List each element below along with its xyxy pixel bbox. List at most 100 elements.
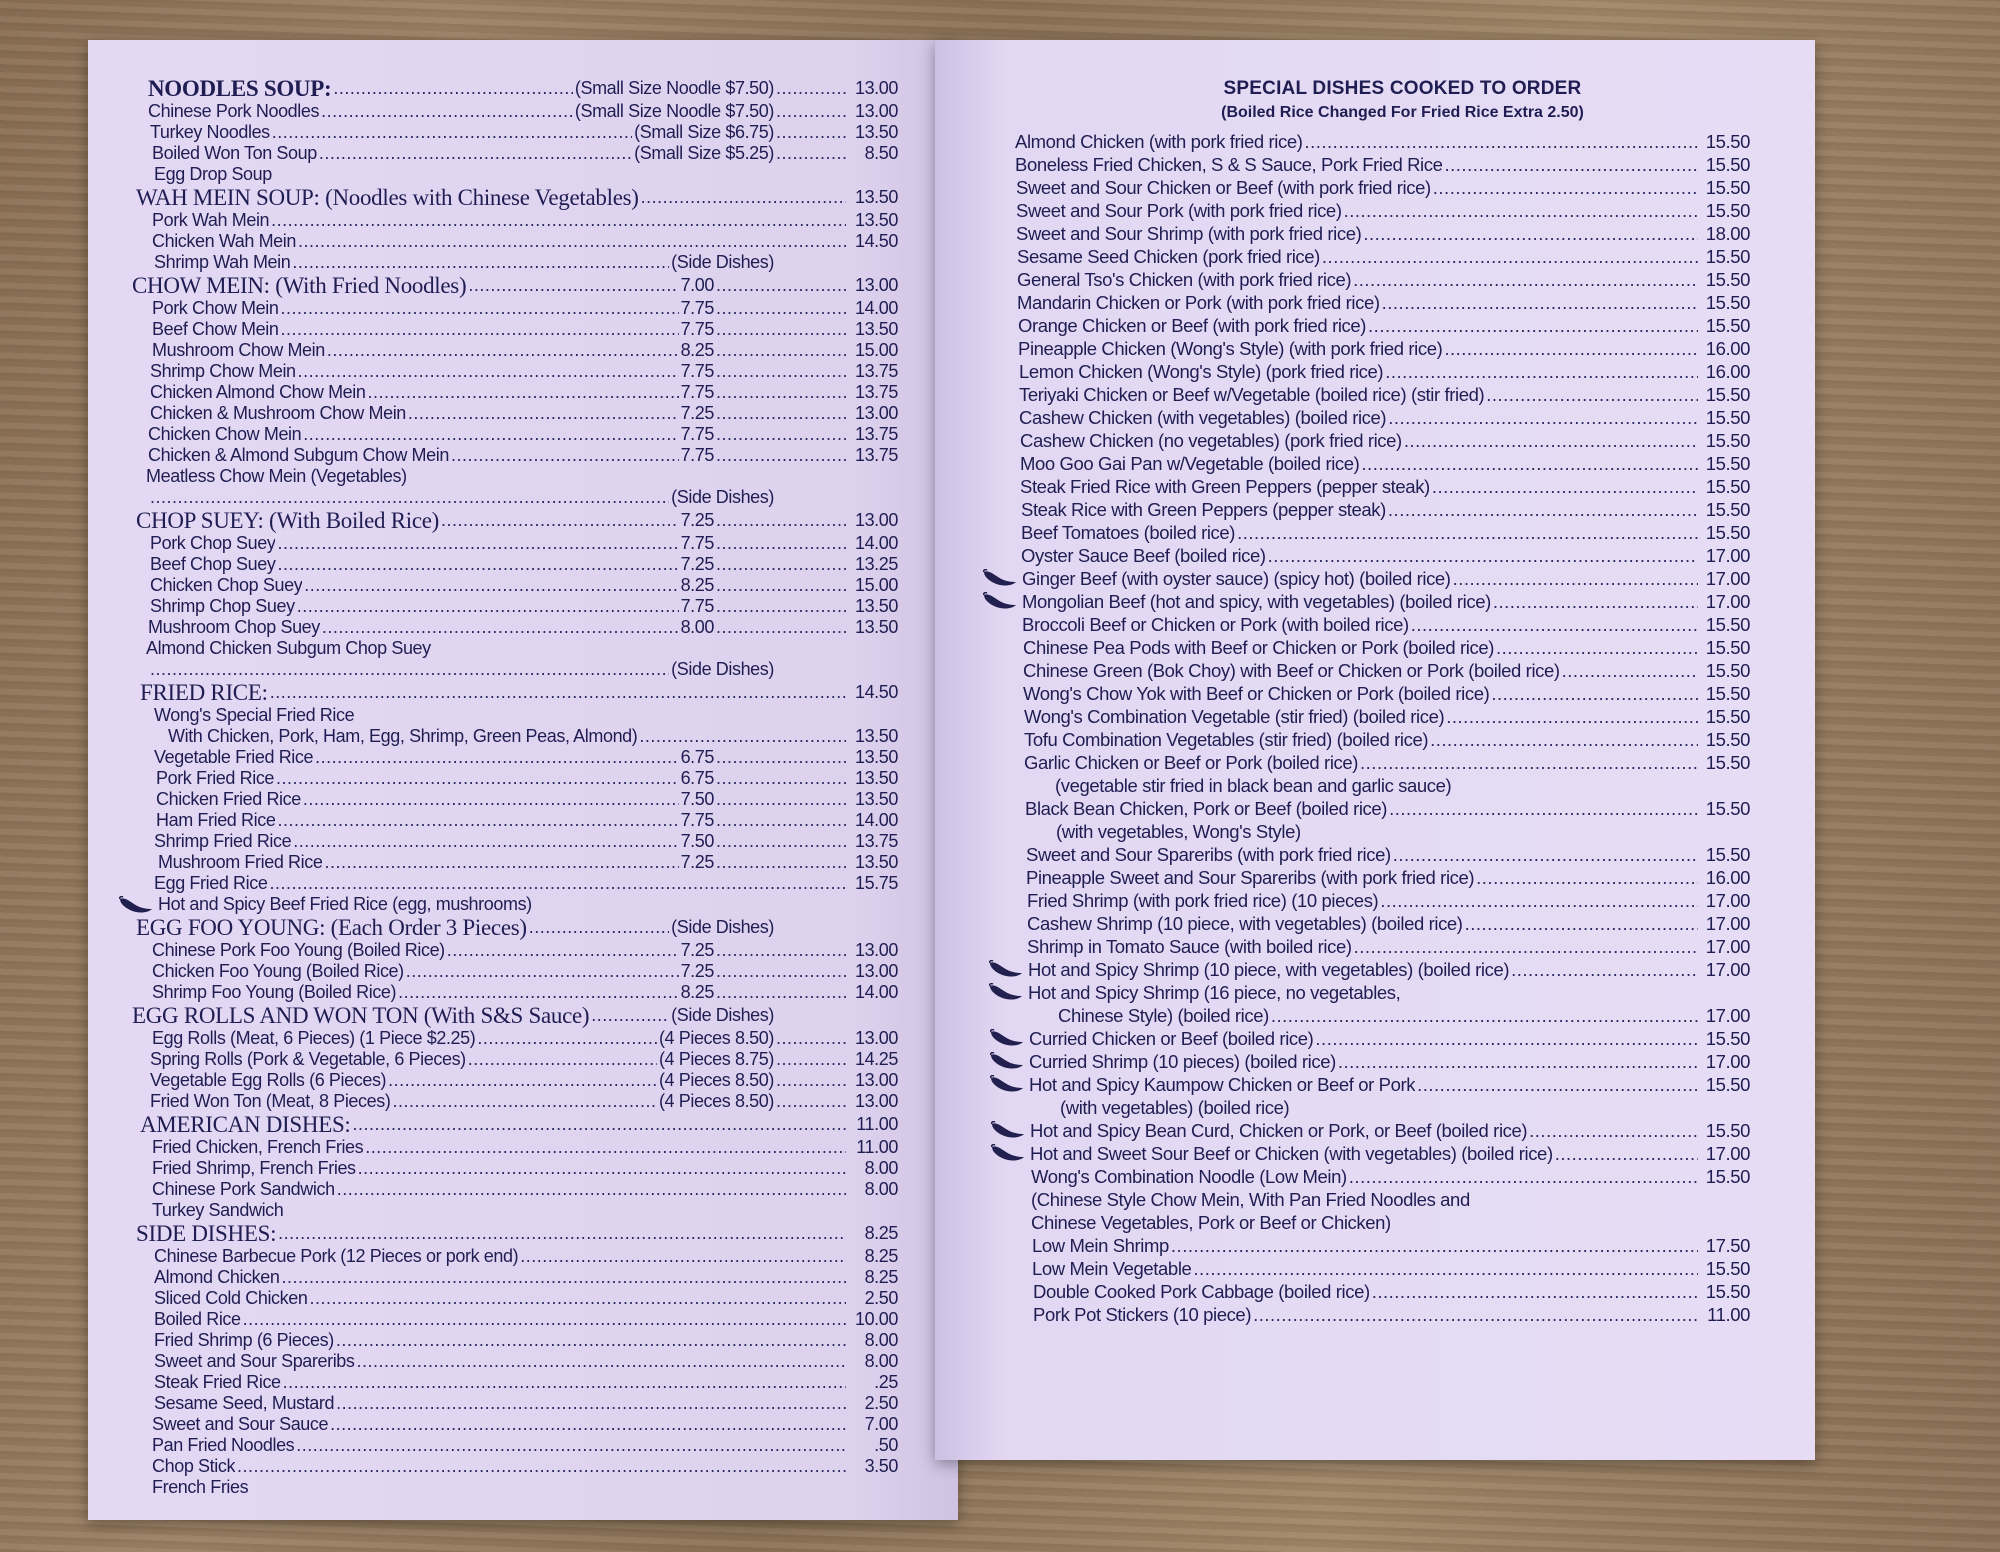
item-price: 15.50 — [1705, 614, 1750, 635]
item-price: 10.00 — [854, 1309, 898, 1329]
dot-leader — [336, 1330, 846, 1351]
dot-leader — [293, 831, 678, 852]
dot-leader — [477, 1028, 657, 1049]
dot-leader — [716, 596, 846, 617]
item-name: Beef Chow Mein — [152, 319, 279, 339]
item-price: 17.00 — [1705, 1143, 1750, 1164]
dot-leader — [358, 1158, 846, 1179]
chili-pepper-icon — [989, 1029, 1025, 1052]
dot-leader — [1268, 544, 1698, 567]
item-name: Egg Fried Rice — [154, 873, 268, 893]
dot-leader — [776, 143, 846, 164]
special-dish-row: Oyster Sauce Beef (boiled rice) 17.00 — [935, 544, 1750, 567]
dot-leader — [303, 424, 678, 445]
item-name: Shrimp Chow Mein — [150, 361, 296, 381]
special-dish-row: (Chinese Style Chow Mein, With Pan Fried… — [935, 1188, 1750, 1211]
side-dish-price: (Side Dishes) — [671, 1005, 774, 1025]
special-dish-row: Fried Shrimp (with pork fried rice) (10 … — [935, 889, 1750, 912]
menu-item-row: Meatless Chow Mein (Vegetables) — [88, 466, 898, 487]
dot-leader — [1372, 1280, 1698, 1303]
menu-item-row: Shrimp Chow Mein 7.75 13.75 — [88, 361, 898, 382]
dot-leader — [278, 1221, 846, 1246]
menu-item-row: Mushroom Chow Mein 8.25 15.00 — [88, 340, 898, 361]
dot-leader — [388, 1070, 657, 1091]
item-price: 2.50 — [864, 1288, 898, 1308]
side-dish-price: (Small Size $5.25) — [634, 143, 774, 163]
item-price: 8.00 — [864, 1158, 898, 1178]
item-name: Almond Chicken — [154, 1267, 280, 1287]
item-price: 13.50 — [854, 768, 898, 788]
item-price: 11.00 — [856, 1137, 898, 1157]
dot-leader — [333, 76, 573, 101]
dot-leader — [1430, 728, 1698, 751]
dot-leader — [468, 1049, 657, 1070]
special-dish-row: Low Mein Vegetable 15.50 — [935, 1257, 1750, 1280]
item-name: Wong's Combination Vegetable (stir fried… — [1024, 706, 1445, 727]
item-price: 15.50 — [1705, 683, 1750, 704]
item-price: 15.50 — [1705, 1028, 1750, 1049]
dot-leader — [1354, 935, 1698, 958]
menu-item-row: Egg Drop Soup — [88, 164, 898, 185]
dot-leader — [716, 340, 846, 361]
dot-leader — [716, 768, 846, 789]
dot-leader — [237, 1456, 846, 1477]
item-name: Boiled Won Ton Soup — [152, 143, 317, 163]
item-name: Wong's Chow Yok with Beef or Chicken or … — [1023, 683, 1490, 704]
menu-item-row: Ham Fried Rice 7.75 14.00 — [88, 810, 898, 831]
item-name: Boneless Fried Chicken, S & S Sauce, Por… — [1015, 154, 1443, 175]
side-dish-price: 7.75 — [680, 445, 714, 465]
item-name: EGG FOO YOUNG: (Each Order 3 Pieces) — [136, 915, 527, 940]
item-price: 13.75 — [854, 382, 898, 402]
menu-item-row: FRIED RICE: 14.50 — [88, 680, 898, 705]
item-name: Hot and Spicy Shrimp (16 piece, no veget… — [1028, 982, 1401, 1003]
dot-leader — [716, 940, 846, 961]
special-dish-row: Chinese Green (Bok Choy) with Beef or Ch… — [935, 659, 1750, 682]
special-dish-row: Garlic Chicken or Beef or Pork (boiled r… — [935, 751, 1750, 774]
item-price: .50 — [874, 1435, 898, 1455]
dot-leader — [1344, 199, 1698, 222]
menu-item-row: Chicken Foo Young (Boiled Rice) 7.25 13.00 — [88, 961, 898, 982]
menu-item-row: WAH MEIN SOUP: (Noodles with Chinese Veg… — [88, 185, 898, 210]
special-dish-row: Steak Fried Rice with Green Peppers (pep… — [935, 475, 1750, 498]
dot-leader — [298, 361, 679, 382]
dot-leader — [1338, 1050, 1698, 1073]
item-name: Ginger Beef (with oyster sauce) (spicy h… — [1022, 568, 1451, 589]
item-name: Pan Fried Noodles — [152, 1435, 295, 1455]
item-name: Cashew Chicken (no vegetables) (pork fri… — [1020, 430, 1402, 451]
special-dish-row: Sweet and Sour Shrimp (with pork fried r… — [935, 222, 1750, 245]
item-name: Shrimp Wah Mein — [154, 252, 291, 272]
side-dish-price: 7.25 — [680, 852, 714, 872]
menu-item-row: Chinese Barbecue Pork (12 Pieces or pork… — [88, 1246, 898, 1267]
item-price — [1700, 1211, 1750, 1234]
dot-leader — [716, 810, 846, 831]
item-price: 7.00 — [864, 1414, 898, 1434]
item-name: CHOP SUEY: (With Boiled Rice) — [136, 508, 440, 533]
menu-item-row: CHOW MEIN: (With Fried Noodles) 7.00 13.00 — [88, 273, 898, 298]
item-name: Double Cooked Pork Cabbage (boiled rice) — [1033, 1281, 1370, 1302]
dot-leader — [716, 961, 846, 982]
dot-leader — [1322, 245, 1698, 268]
menu-item-row: Vegetable Egg Rolls (6 Pieces) (4 Pieces … — [88, 1070, 898, 1091]
item-name: Chinese Vegetables, Pork or Beef or Chic… — [1031, 1212, 1391, 1233]
item-price: 13.75 — [854, 831, 898, 851]
item-price: 15.00 — [854, 340, 898, 360]
special-dish-row: Hot and Spicy Shrimp (16 piece, no veget… — [935, 981, 1750, 1004]
item-price: 15.50 — [1705, 200, 1750, 221]
side-dish-price: 7.75 — [680, 361, 714, 381]
item-name: Almond Chicken Subgum Chop Suey — [146, 638, 431, 658]
special-dish-row: Lemon Chicken (Wong's Style) (pork fried… — [935, 360, 1750, 383]
dot-leader — [1304, 130, 1698, 153]
menu-item-row: EGG ROLLS AND WON TON (With S&S Sauce) (S… — [88, 1003, 898, 1028]
dot-leader — [1555, 1142, 1698, 1165]
item-name: Hot and Sweet Sour Beef or Chicken (with… — [1030, 1143, 1553, 1164]
special-dish-row: Pineapple Sweet and Sour Spareribs (with… — [935, 866, 1750, 889]
menu-item-row: SIDE DISHES: 8.25 — [88, 1221, 898, 1246]
item-name: Chicken & Almond Subgum Chow Mein — [148, 445, 449, 465]
right-menu-list: SPECIAL DISHES COOKED TO ORDER (Boiled R… — [935, 76, 1750, 1326]
item-price: 13.50 — [854, 596, 898, 616]
item-name: Chinese Pork Sandwich — [152, 1179, 335, 1199]
item-name: Egg Rolls (Meat, 6 Pieces) (1 Piece $2.2… — [152, 1028, 476, 1048]
item-price: 8.00 — [864, 1351, 898, 1371]
dot-leader — [319, 143, 632, 164]
menu-item-row: Shrimp Foo Young (Boiled Rice) 8.25 14.00 — [88, 982, 898, 1003]
